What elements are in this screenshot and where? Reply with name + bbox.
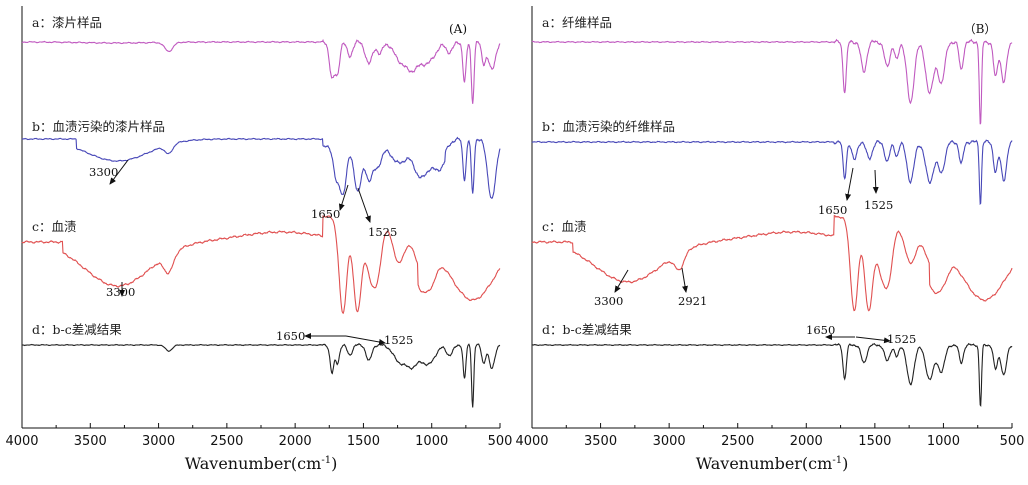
series-line-2 (21, 136, 501, 200)
annotation-arrow (614, 269, 629, 293)
x-tick-label: 1500 (347, 434, 380, 449)
panel-b: （B） 4000 3500 3000 2500 2000 1500 1000 500 Wavenu… (515, 6, 1024, 473)
peak-annotation: 3300 (594, 294, 623, 308)
x-tick-label: 1000 (415, 434, 448, 449)
annotation-arrow (681, 267, 688, 293)
x-axis-title: Wavenumber(cm-1) (185, 454, 338, 473)
peak-annotation: 1525 (887, 332, 916, 346)
panel-a: (A) 4000 3500 3000 2500 2000 1500 1000 500 Wavenu… (5, 6, 512, 473)
peak-annotation: 3300 (106, 285, 135, 299)
peak-annotation: 1525 (384, 333, 413, 347)
series-label: c：血渍 (32, 219, 77, 234)
x-tick-label: 2000 (790, 434, 823, 449)
peak-annotation: 1525 (864, 198, 893, 212)
panel-label: (A) (449, 22, 467, 36)
x-tick-label: 2500 (721, 434, 754, 449)
annotation-arrow (845, 167, 854, 201)
series-line-1 (531, 38, 1013, 125)
series-label: d：b-c差减结果 (32, 322, 122, 337)
annotation-arrow (357, 187, 371, 223)
x-tick-label: 3500 (584, 434, 617, 449)
x-tick-label: 4000 (515, 434, 548, 449)
series-label: a：漆片样品 (32, 15, 102, 30)
x-tick-label: 3500 (74, 434, 107, 449)
panel-label: （B） (964, 22, 997, 36)
series-label: c：血渍 (542, 219, 587, 234)
x-tick-label: 3000 (653, 434, 686, 449)
peak-annotation: 1650 (276, 329, 305, 343)
series-label: b：血渍污染的纤维样品 (542, 119, 675, 134)
x-axis-title: Wavenumber(cm-1) (696, 454, 849, 473)
series-label: b：血渍污染的漆片样品 (32, 119, 165, 134)
x-tick-label: 500 (1000, 434, 1025, 449)
series-line-4 (21, 342, 501, 408)
peak-annotation: 3300 (89, 165, 118, 179)
peak-annotation: 1650 (818, 203, 847, 217)
x-tick-label: 4000 (5, 434, 38, 449)
series-line-1 (21, 38, 501, 104)
annotation-arrow (872, 169, 879, 194)
series-label: a：纤维样品 (542, 15, 612, 30)
x-tick-label: 500 (488, 434, 513, 449)
peak-annotation: 2921 (678, 294, 707, 308)
series-line-2 (531, 139, 1013, 206)
annotation-arrow (345, 335, 386, 345)
series-line-3 (21, 215, 501, 315)
x-tick-label: 2500 (210, 434, 243, 449)
chart-root: (A) 4000 3500 3000 2500 2000 1500 1000 500 Wavenu… (5, 6, 1024, 473)
series-line-3 (531, 215, 1013, 312)
peak-annotation: 1650 (311, 207, 340, 221)
x-tick-label: 1500 (858, 434, 891, 449)
annotation-arrow (338, 184, 349, 211)
series-label: d：b-c差减结果 (542, 322, 632, 337)
peak-annotation: 1525 (368, 225, 397, 239)
series-line-4 (531, 342, 1013, 407)
annotation-arrow (109, 159, 129, 185)
x-tick-label: 3000 (142, 434, 175, 449)
x-tick-label: 1000 (927, 434, 960, 449)
annotation-arrow (855, 336, 891, 344)
peak-annotation: 1650 (806, 323, 835, 337)
x-tick-label: 2000 (279, 434, 312, 449)
